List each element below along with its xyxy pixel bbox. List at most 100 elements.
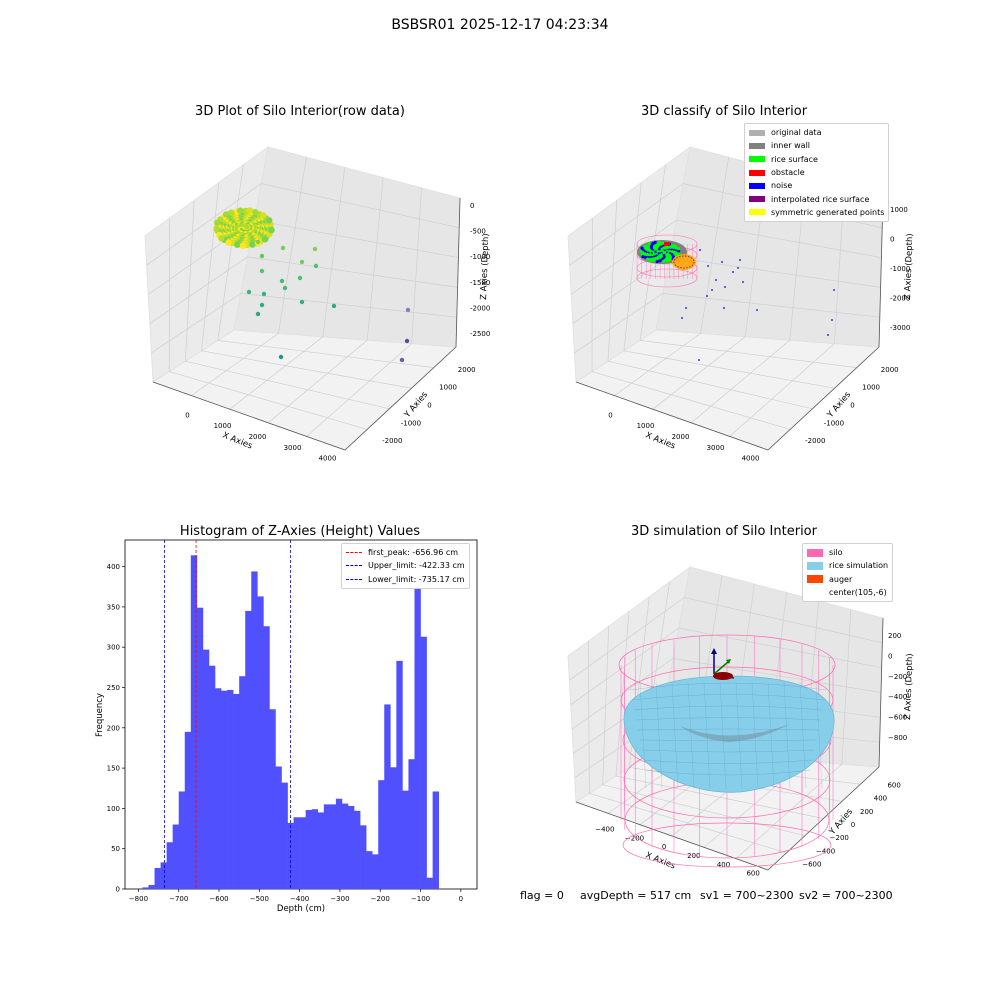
legend-label: obstacle xyxy=(771,168,805,178)
x-tick-label: −200 xyxy=(371,895,390,903)
data-point xyxy=(249,241,256,248)
histogram-bar xyxy=(317,812,325,889)
y-tick-label: 1000 xyxy=(862,384,880,392)
x-tick-label: 400 xyxy=(717,861,730,869)
y-tick-label: 150 xyxy=(107,765,120,773)
noise-point xyxy=(723,307,725,309)
histogram-bar xyxy=(239,676,246,889)
y-tick-label: 100 xyxy=(107,805,120,813)
grid-line xyxy=(623,182,642,351)
x-tick-label: −400 xyxy=(290,895,309,903)
y-axis-label: Y Axies xyxy=(402,390,430,421)
z-axis-line xyxy=(455,197,461,348)
grid-line xyxy=(570,219,677,295)
data-point xyxy=(282,285,288,291)
histogram-bar xyxy=(432,791,439,889)
grid-line xyxy=(669,256,881,288)
legend-item: first_peak: -656.96 cm xyxy=(346,546,465,559)
noise-point xyxy=(732,271,734,273)
x-tick-label: 0 xyxy=(608,411,612,419)
legend-label: silo xyxy=(829,548,843,558)
histogram-bar xyxy=(420,636,427,889)
legend-swatch xyxy=(807,589,823,597)
z-tick-label: 1000 xyxy=(890,206,908,214)
x-axis-label: X Axies xyxy=(644,851,677,872)
legend-swatch xyxy=(749,209,765,216)
x-tick-label: −100 xyxy=(411,895,430,903)
grid-line xyxy=(729,343,835,437)
data-point xyxy=(259,302,265,308)
center-z-arrowhead xyxy=(711,648,717,654)
histogram-bar xyxy=(190,555,198,889)
y-tick-label: -1000 xyxy=(401,419,421,427)
data-point xyxy=(234,241,241,248)
histogram-bar xyxy=(227,689,234,889)
data-point xyxy=(658,259,662,263)
histogram-bar xyxy=(208,665,216,889)
z-tick-label: -2000 xyxy=(470,304,490,312)
histogram-bar xyxy=(396,660,403,889)
histogram-bar xyxy=(366,851,373,889)
panel4-3d-axes: −400−2000200400600−600−400−2000200400600… xyxy=(567,566,915,878)
z-axis-line xyxy=(878,617,884,768)
x-axis-label: Depth (cm) xyxy=(277,904,325,914)
y-tick-label: 2000 xyxy=(881,366,899,374)
legend-item: inner wall xyxy=(749,139,884,152)
data-point xyxy=(255,311,261,317)
legend-swatch xyxy=(807,561,823,570)
y-tick-label: −600 xyxy=(802,860,821,868)
data-point xyxy=(677,247,681,251)
data-point xyxy=(404,338,410,344)
grid-line xyxy=(623,350,835,389)
point-cloud xyxy=(213,207,275,249)
z-tick-label: −800 xyxy=(888,734,907,742)
x-tick-label: 4000 xyxy=(319,455,337,463)
footer-sv2: sv2 = 700~2300 xyxy=(799,889,893,902)
grid-line xyxy=(411,187,422,344)
panel1-title: 3D Plot of Silo Interior(row data) xyxy=(195,104,405,119)
x-tick-label: −600 xyxy=(209,895,228,903)
histogram-bar xyxy=(354,810,361,889)
panel4-legend: silo rice simulation auger center(105,-6… xyxy=(802,543,894,603)
grid-line xyxy=(569,597,685,681)
data-point xyxy=(647,242,651,246)
y-axis-label: Frequency xyxy=(95,693,105,737)
data-point xyxy=(222,211,230,218)
y-tick-label: 0 xyxy=(427,402,431,410)
z-axis-label: Z Axies (Depth) xyxy=(903,233,915,300)
mesh-line xyxy=(655,681,663,789)
noise-point xyxy=(685,307,687,309)
data-point xyxy=(246,207,253,214)
legend-line xyxy=(346,578,362,580)
noise-point xyxy=(698,359,700,361)
x-tick-label: −800 xyxy=(129,895,148,903)
noise-point xyxy=(721,261,723,263)
z-tick-label: −600 xyxy=(888,714,907,722)
footer-flag: flag = 0 xyxy=(520,889,564,902)
z-tick-label: -1000 xyxy=(890,265,910,273)
data-point xyxy=(399,357,405,363)
legend-swatch xyxy=(749,169,765,176)
histogram-bar xyxy=(329,804,337,889)
data-point xyxy=(255,239,261,245)
noise-point xyxy=(681,317,683,319)
panel3-histogram: −800 −700 −600 −500 −400 −300 −200 −100 0 0 50 100 1… xyxy=(95,539,478,914)
y-tick-label: −400 xyxy=(816,847,835,855)
center-y-arrow xyxy=(713,661,729,675)
data-point xyxy=(331,303,337,309)
grid-line xyxy=(639,340,857,368)
grid-line xyxy=(217,164,244,341)
rice-surface xyxy=(623,675,835,793)
legend-label: Upper_limit: -422.33 cm xyxy=(368,561,465,571)
data-point xyxy=(312,246,318,252)
mesh-line xyxy=(639,681,647,789)
mesh-line xyxy=(735,681,743,789)
histogram-bar xyxy=(214,688,222,889)
legend-swatch xyxy=(807,548,823,557)
y-tick-label: 200 xyxy=(860,808,873,816)
legend-item: interpolated rice surface xyxy=(749,192,884,205)
grid-line xyxy=(247,256,458,288)
x-axis-line xyxy=(575,381,769,451)
classified-cloud xyxy=(637,240,696,270)
y-axis-label: Y Axies xyxy=(825,390,853,421)
